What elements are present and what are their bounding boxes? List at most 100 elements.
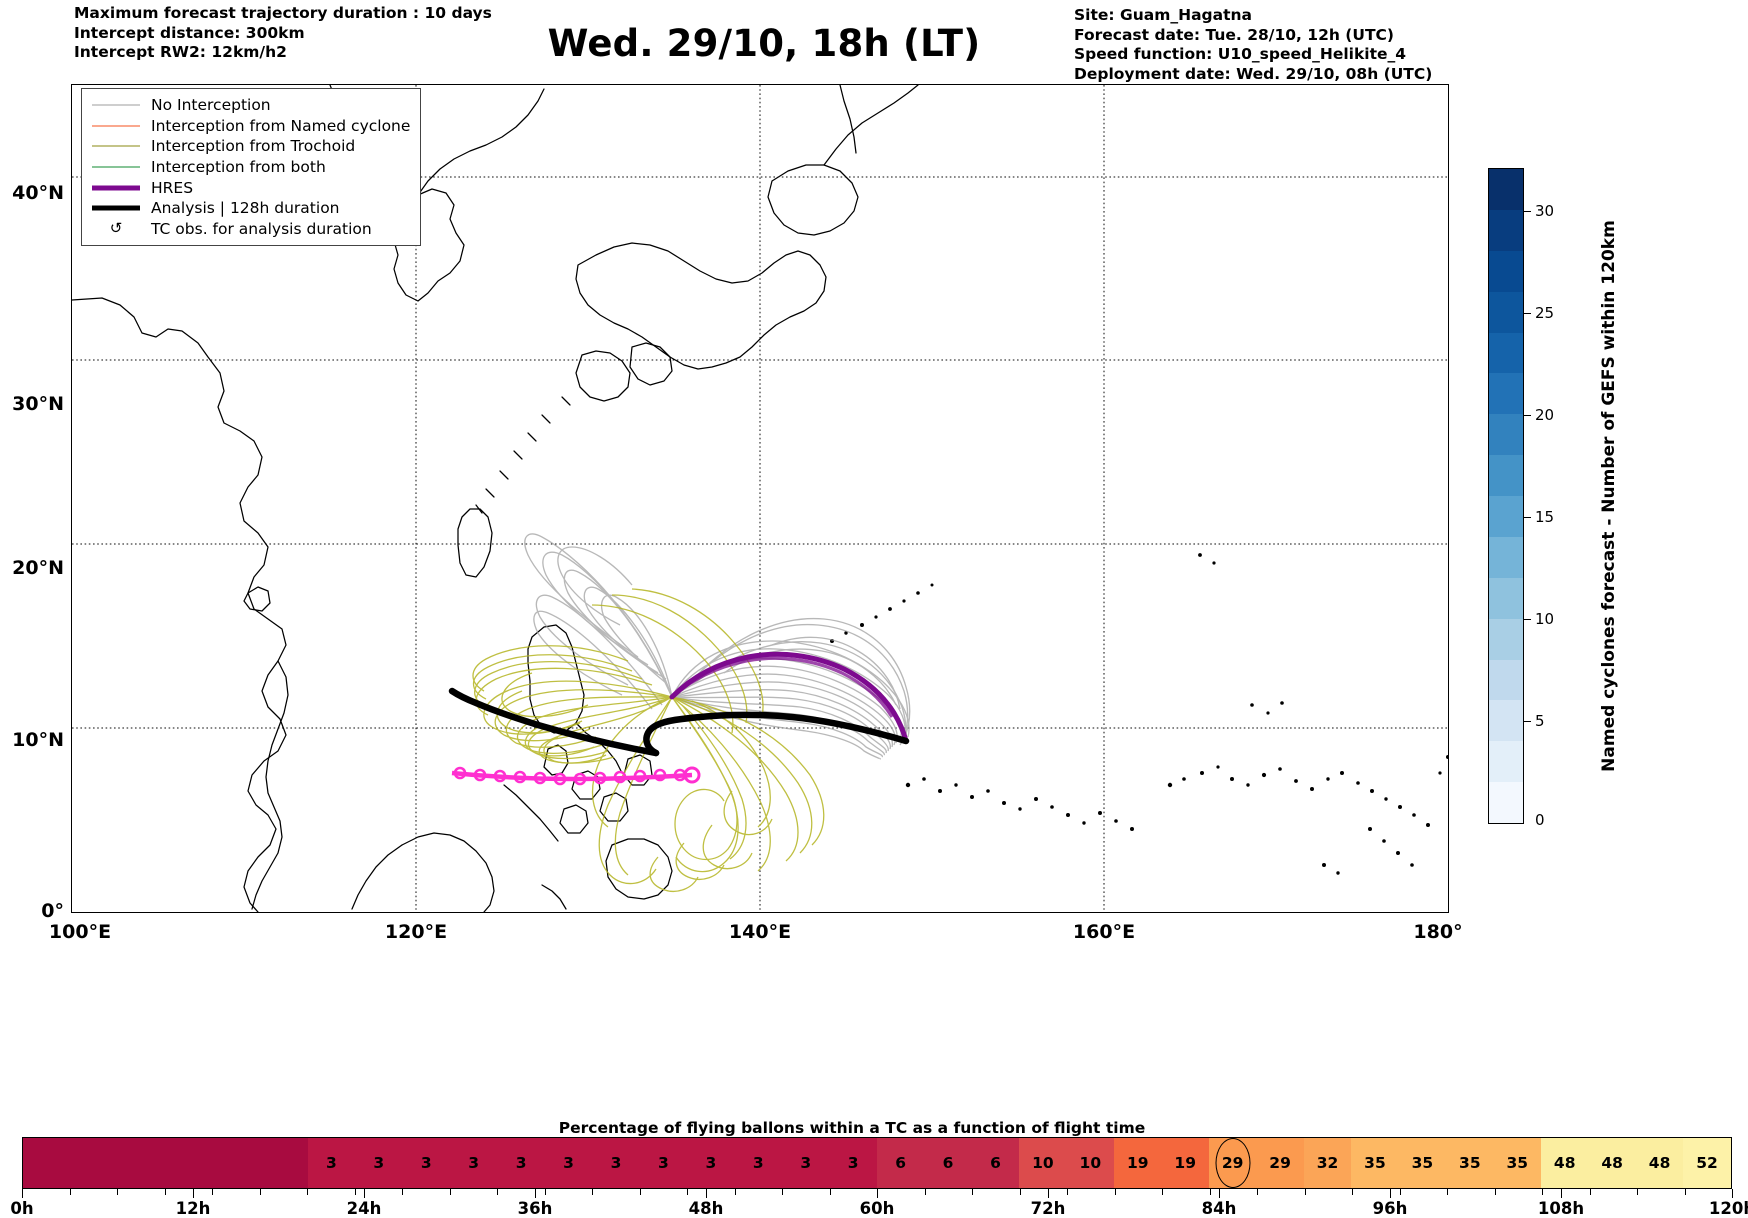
percentage-cell[interactable]: 48: [1541, 1138, 1589, 1188]
percentage-axis-tick: [1219, 1189, 1220, 1198]
percentage-cell[interactable]: [117, 1138, 166, 1188]
header-forecast-date: Forecast date: Tue. 28/10, 12h (UTC): [1074, 25, 1395, 44]
percentage-axis-minor-tick: [1494, 1189, 1496, 1195]
percentage-cell-value: 35: [1411, 1154, 1434, 1172]
percentage-cell[interactable]: 10: [1019, 1138, 1067, 1188]
percentage-axis-minor-tick: [544, 1189, 546, 1195]
percentage-cell[interactable]: 3: [687, 1138, 735, 1188]
percentage-axis-label: 60h: [859, 1199, 895, 1218]
percentage-axis-minor-tick: [1637, 1189, 1638, 1195]
percentage-cell-value: 29: [1221, 1154, 1244, 1172]
legend-line-swatch: [90, 160, 142, 174]
percentage-axis-minor-tick: [1399, 1189, 1401, 1195]
percentage-axis-minor-tick: [972, 1189, 973, 1195]
percentage-cell[interactable]: [23, 1138, 71, 1188]
legend-item-tc-obs[interactable]: ↺ TC obs. for analysis duration: [90, 219, 410, 240]
percentage-axis-tick: [1732, 1189, 1733, 1198]
percentage-cell[interactable]: 3: [544, 1138, 593, 1188]
percentage-cell[interactable]: 3: [355, 1138, 403, 1188]
colorbar-tick-25: 25: [1535, 304, 1555, 322]
percentage-axis-minor-tick: [1209, 1189, 1211, 1195]
percentage-bar[interactable]: 3 3 3 3 3 3 3 3 3 3 3 3 6 6 6 10 10 19 19 29 29 32 35 35 35 35 48 4…: [22, 1137, 1732, 1189]
percentage-cell-value: 3: [420, 1154, 432, 1172]
percentage-axis-minor-tick: [354, 1189, 356, 1195]
percentage-cell[interactable]: [165, 1138, 213, 1188]
percentage-cell[interactable]: 6: [971, 1138, 1020, 1188]
percentage-cell[interactable]: 29: [1208, 1138, 1257, 1188]
legend-line-swatch: [90, 139, 142, 153]
percentage-cell[interactable]: 3: [592, 1138, 640, 1188]
legend-item-label: TC obs. for analysis duration: [151, 219, 372, 238]
colorbar-tick-30: 30: [1535, 202, 1555, 220]
xtick-180: 180°: [1413, 921, 1463, 943]
percentage-cell[interactable]: 35: [1351, 1138, 1399, 1188]
percentage-cell-value: 3: [752, 1154, 764, 1172]
hres-track: [669, 651, 909, 744]
legend-line-swatch: [90, 181, 142, 195]
colorbar[interactable]: 5 10 15 20 25 30 0: [1488, 168, 1554, 829]
percentage-cell-value: 3: [563, 1154, 574, 1172]
legend-item-hres[interactable]: HRES: [90, 177, 410, 198]
percentage-bar-title-text: Percentage of flying ballons within a TC…: [558, 1119, 1146, 1137]
legend-item-label: Interception from both: [151, 158, 326, 177]
percentage-cell-value: 6: [895, 1154, 906, 1172]
percentage-cell[interactable]: 3: [402, 1138, 450, 1188]
legend-item-named-cyclone[interactable]: Interception from Named cyclone: [90, 116, 410, 137]
percentage-axis-tick: [22, 1189, 23, 1198]
percentage-cell-value: 35: [1364, 1154, 1386, 1172]
percentage-axis-minor-tick: [1684, 1189, 1686, 1195]
percentage-cell[interactable]: 19: [1114, 1138, 1162, 1188]
percentage-cell[interactable]: 3: [734, 1138, 782, 1188]
map-legend[interactable]: No Interception Interception from Named …: [81, 88, 422, 247]
percentage-axis-label: 36h: [517, 1199, 553, 1218]
percentage-cell-value: 48: [1601, 1154, 1623, 1172]
legend-item-trochoid[interactable]: Interception from Trochoid: [90, 136, 410, 157]
percentage-cell[interactable]: 10: [1066, 1138, 1115, 1188]
percentage-cell[interactable]: [260, 1138, 308, 1188]
percentage-cell[interactable]: 19: [1161, 1138, 1209, 1188]
legend-item-no-interception[interactable]: No Interception: [90, 95, 410, 116]
colorbar-tick-5: 5: [1535, 712, 1545, 730]
percentage-cell[interactable]: 6: [924, 1138, 972, 1188]
percentage-cell-value: 32: [1316, 1154, 1339, 1172]
header-max-duration: Maximum forecast trajectory duration : 1…: [74, 4, 492, 22]
header-intercept-rw2: Intercept RW2: 12km/h2: [74, 43, 287, 61]
percentage-cell[interactable]: [212, 1138, 261, 1188]
percentage-cell[interactable]: 48: [1635, 1138, 1684, 1188]
header-deployment-date: Deployment date: Wed. 29/10, 08h (UTC): [1074, 64, 1433, 83]
percentage-cell[interactable]: 6: [876, 1138, 925, 1188]
percentage-cell[interactable]: [70, 1138, 118, 1188]
xtick-120E: 120°E: [384, 921, 448, 943]
percentage-cell-value: 10: [1032, 1154, 1054, 1172]
percentage-cell[interactable]: 35: [1493, 1138, 1541, 1188]
percentage-axis-label: 84h: [1201, 1199, 1237, 1218]
percentage-cell[interactable]: 3: [639, 1138, 688, 1188]
percentage-cell[interactable]: 35: [1446, 1138, 1494, 1188]
percentage-cell[interactable]: 3: [782, 1138, 830, 1188]
percentage-cell[interactable]: 35: [1398, 1138, 1447, 1188]
percentage-cell[interactable]: 48: [1588, 1138, 1636, 1188]
legend-item-analysis[interactable]: Analysis | 128h duration: [90, 198, 410, 219]
percentage-cell[interactable]: 3: [449, 1138, 498, 1188]
percentage-cell[interactable]: 32: [1303, 1138, 1352, 1188]
percentage-cell-value: 6: [942, 1154, 954, 1172]
percentage-cell[interactable]: 3: [307, 1138, 356, 1188]
page-title-text: Wed. 29/10, 18h (LT): [547, 22, 981, 65]
header-intercept-distance: Intercept distance: 300km: [74, 23, 305, 42]
percentage-cell[interactable]: 29: [1256, 1138, 1304, 1188]
percentage-cell[interactable]: 3: [497, 1138, 545, 1188]
percentage-axis-minor-tick: [212, 1189, 213, 1195]
legend-item-label: HRES: [151, 178, 194, 197]
percentage-axis-label: 12h: [175, 1199, 211, 1218]
percentage-cell-value: 48: [1648, 1154, 1671, 1172]
percentage-cell-value: 35: [1506, 1154, 1529, 1172]
percentage-cell[interactable]: 3: [829, 1138, 877, 1188]
percentage-cell-value: 29: [1269, 1154, 1291, 1172]
legend-item-both[interactable]: Interception from both: [90, 157, 410, 178]
trajectories-trochoid: [472, 588, 825, 892]
percentage-cell[interactable]: 52: [1683, 1138, 1731, 1188]
map-gridlines: [72, 85, 1448, 912]
percentage-axis-minor-tick: [259, 1189, 261, 1195]
percentage-bar-title: Percentage of flying ballons within a TC…: [0, 1119, 1748, 1137]
xtick-140E: 140°E: [728, 921, 792, 943]
